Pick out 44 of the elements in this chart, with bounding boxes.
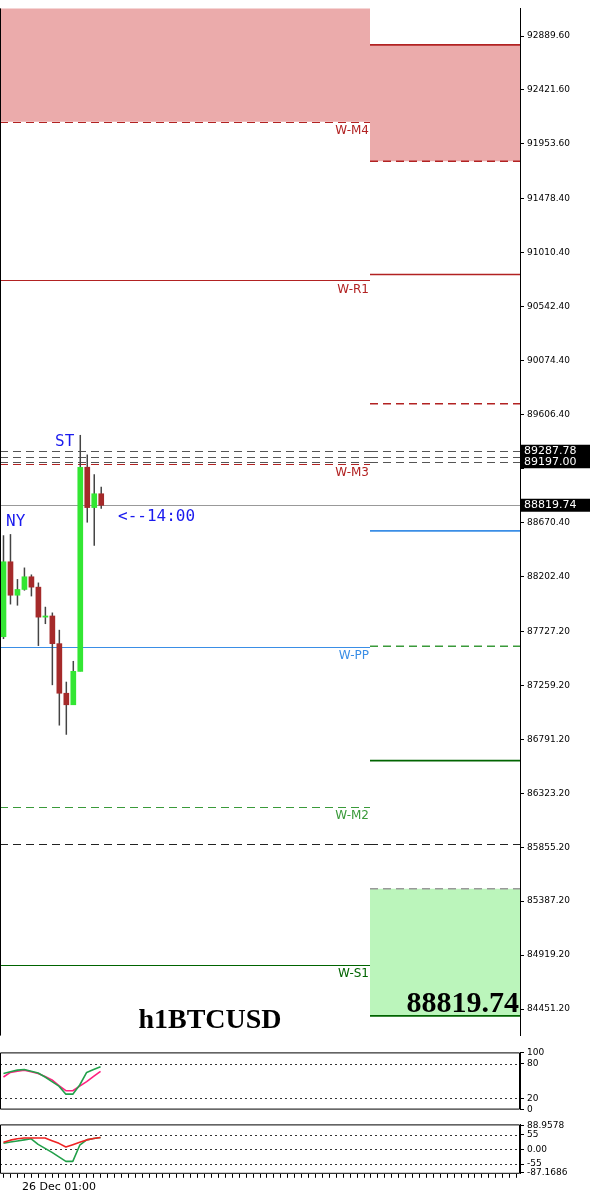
ref-line-label: W-R1 [337,281,369,296]
y-tick-label: 87727.20 [527,625,571,636]
y-tick-label: 89606.40 [527,408,571,419]
ref-line-label: W-M4 [335,122,369,137]
annotation: NY [6,511,26,531]
y-tick-label: 85855.20 [527,841,571,852]
annotation: <--14:00 [118,506,196,526]
y-tick-label: -55 [527,1158,542,1169]
y-tick-label: 0.00 [527,1143,548,1154]
y-tick-label: 90074.40 [527,354,571,365]
y-tick-label: 88.9578 [527,1120,565,1131]
y-tick-label: 91010.40 [527,247,571,258]
text: h1BTCUSD [138,1002,282,1034]
y-tick-label: 90542.40 [527,301,571,312]
y-tick-label: 91478.40 [527,193,571,204]
y-tick-label: 0 [527,1103,533,1114]
y-tick-label: 55 [527,1129,539,1140]
ref-line-label: W-PP [338,648,369,663]
y-tick-label: 87259.20 [527,679,571,690]
y-tick-label: 20 [527,1092,539,1103]
candlestick [98,486,105,510]
ref-line-label: W-M3 [335,464,369,479]
candlestick [91,473,98,547]
y-tick-label: 100 [527,1046,545,1057]
y-tick-label: 84451.20 [527,1003,571,1014]
text: 88819.74 [406,984,519,1018]
y-tick-label: 85387.20 [527,895,571,906]
y-tick-label: 91953.60 [527,138,571,149]
y-tick-label: -87.1686 [527,1166,568,1177]
candlestick [21,566,28,592]
annotation: ST [55,431,75,451]
y-tick-label: 80 [527,1058,539,1069]
candlestick [14,578,21,607]
ref-line-label: W-M2 [335,807,369,822]
y-tick-label: 86791.20 [527,733,571,744]
y-tick-label: 92421.60 [527,84,571,95]
y-tick-label: 86323.20 [527,787,571,798]
y-tick-label: 88202.40 [527,570,571,581]
y-tick-label: 88670.40 [527,516,571,527]
ref-line-label: 88819.74 [524,498,577,512]
ref-line-label: W-S1 [338,965,369,980]
y-tick-label: 84919.20 [527,949,571,960]
y-tick-label: 92889.60 [527,30,571,41]
x-tick-label: 26 Dec 01:00 [21,1180,96,1194]
